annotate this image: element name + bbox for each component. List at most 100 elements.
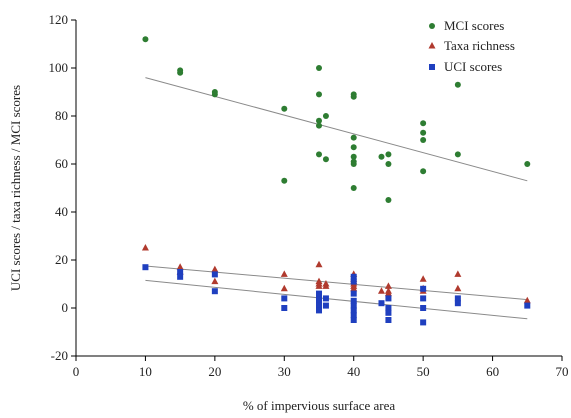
mci-point	[420, 168, 427, 175]
taxa-point	[454, 284, 462, 292]
y-tick-label: 20	[55, 252, 68, 267]
x-axis-ticks: 0 10 20 30 40 50 60 70	[73, 356, 569, 379]
uci-point	[385, 305, 392, 311]
trendline	[145, 265, 528, 301]
mci-point	[385, 197, 392, 203]
taxa-point	[384, 289, 392, 297]
uci-point	[350, 302, 357, 309]
mci-point	[322, 156, 329, 163]
mci-point	[316, 117, 322, 124]
mci-point	[316, 151, 322, 158]
uci-point	[420, 295, 427, 302]
x-tick-label: 30	[278, 364, 291, 379]
uci-point	[177, 273, 184, 280]
taxa-point	[211, 277, 219, 285]
uci-point	[420, 319, 427, 326]
y-tick-label: 60	[55, 156, 68, 171]
taxa-point	[322, 282, 330, 289]
uci-point	[454, 295, 461, 302]
mci-point	[281, 177, 288, 184]
mci-point	[350, 134, 357, 141]
x-tick-label: 10	[139, 364, 152, 379]
mci-point	[350, 153, 357, 160]
legend-label-mci: MCI scores	[444, 18, 504, 33]
taxa-point	[280, 270, 288, 277]
mci-point	[454, 81, 461, 88]
uci-point	[142, 264, 149, 271]
mci-point	[281, 105, 288, 112]
trendline	[145, 279, 528, 320]
taxa-point	[141, 244, 149, 251]
axes	[75, 20, 562, 357]
taxa-point	[211, 265, 219, 273]
uci-point	[350, 297, 357, 304]
uci-point	[350, 278, 357, 285]
taxa-point	[280, 284, 288, 292]
uci-point	[211, 288, 218, 295]
mci-point	[350, 93, 357, 100]
legend-item-mci: MCI scores	[429, 18, 504, 33]
y-tick-label: 80	[55, 108, 68, 123]
uci-point	[322, 295, 329, 302]
uci-point	[420, 285, 427, 292]
mci-point	[385, 161, 392, 167]
mci-point	[142, 36, 149, 43]
uci-point	[350, 273, 357, 280]
legend-marker-taxa	[428, 42, 436, 49]
mci-point	[316, 65, 322, 71]
y-axis-title: UCI scores / taxa richness / MCI scores	[8, 85, 23, 291]
x-tick-label: 40	[347, 364, 360, 379]
taxa-point	[523, 296, 531, 304]
uci-point	[316, 297, 322, 304]
legend-label-uci: UCI scores	[444, 59, 502, 74]
data-points	[141, 36, 531, 326]
mci-point	[211, 89, 218, 95]
uci-point	[316, 302, 322, 309]
taxa-point	[315, 282, 323, 289]
uci-point	[420, 305, 427, 311]
mci-point	[177, 67, 184, 74]
uci-point	[385, 309, 392, 316]
taxa-point	[350, 284, 358, 292]
mci-point	[420, 137, 427, 143]
uci-point	[385, 317, 392, 323]
mci-point	[454, 151, 461, 158]
mci-point	[385, 151, 392, 158]
uci-point	[316, 307, 322, 314]
mci-point	[350, 161, 357, 167]
taxa-point	[384, 282, 392, 289]
uci-point	[378, 300, 385, 307]
y-tick-label: 40	[55, 204, 68, 219]
mci-point	[378, 153, 385, 160]
x-axis-title: % of impervious surface area	[243, 398, 396, 413]
uci-point	[281, 295, 288, 302]
y-tick-label: 0	[62, 300, 69, 315]
x-tick-label: 20	[208, 364, 221, 379]
uci-point	[350, 312, 357, 319]
legend-item-uci: UCI scores	[429, 59, 502, 74]
mci-point	[420, 120, 427, 127]
taxa-point	[377, 287, 385, 294]
mci-point	[524, 161, 531, 167]
x-tick-label: 70	[556, 364, 569, 379]
legend-label-taxa: Taxa richness	[444, 38, 515, 53]
uci-point	[524, 302, 531, 309]
legend-item-taxa: Taxa richness	[428, 38, 515, 53]
uci-point	[350, 317, 357, 323]
taxa-point	[454, 270, 462, 277]
uci-point	[350, 290, 357, 297]
y-axis-ticks: -20 0 20 40 60 80 100 120	[49, 12, 76, 363]
uci-point	[177, 269, 184, 275]
uci-point	[322, 302, 329, 309]
uci-point	[454, 300, 461, 307]
trendlines	[145, 77, 528, 320]
uci-point	[316, 293, 322, 299]
legend-marker-mci	[429, 23, 435, 29]
taxa-point	[419, 275, 427, 282]
uci-point	[281, 305, 288, 311]
x-tick-label: 50	[417, 364, 430, 379]
legend-marker-uci	[429, 64, 435, 70]
mci-point	[350, 144, 357, 151]
y-tick-label: -20	[51, 348, 68, 363]
